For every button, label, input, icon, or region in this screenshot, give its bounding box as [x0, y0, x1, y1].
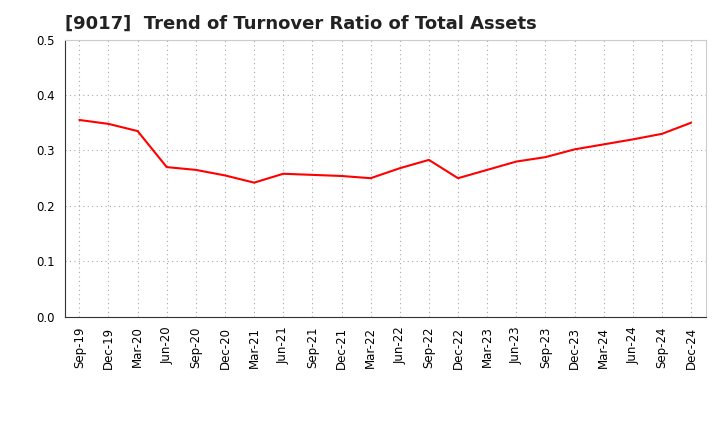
Text: [9017]  Trend of Turnover Ratio of Total Assets: [9017] Trend of Turnover Ratio of Total … [65, 15, 536, 33]
